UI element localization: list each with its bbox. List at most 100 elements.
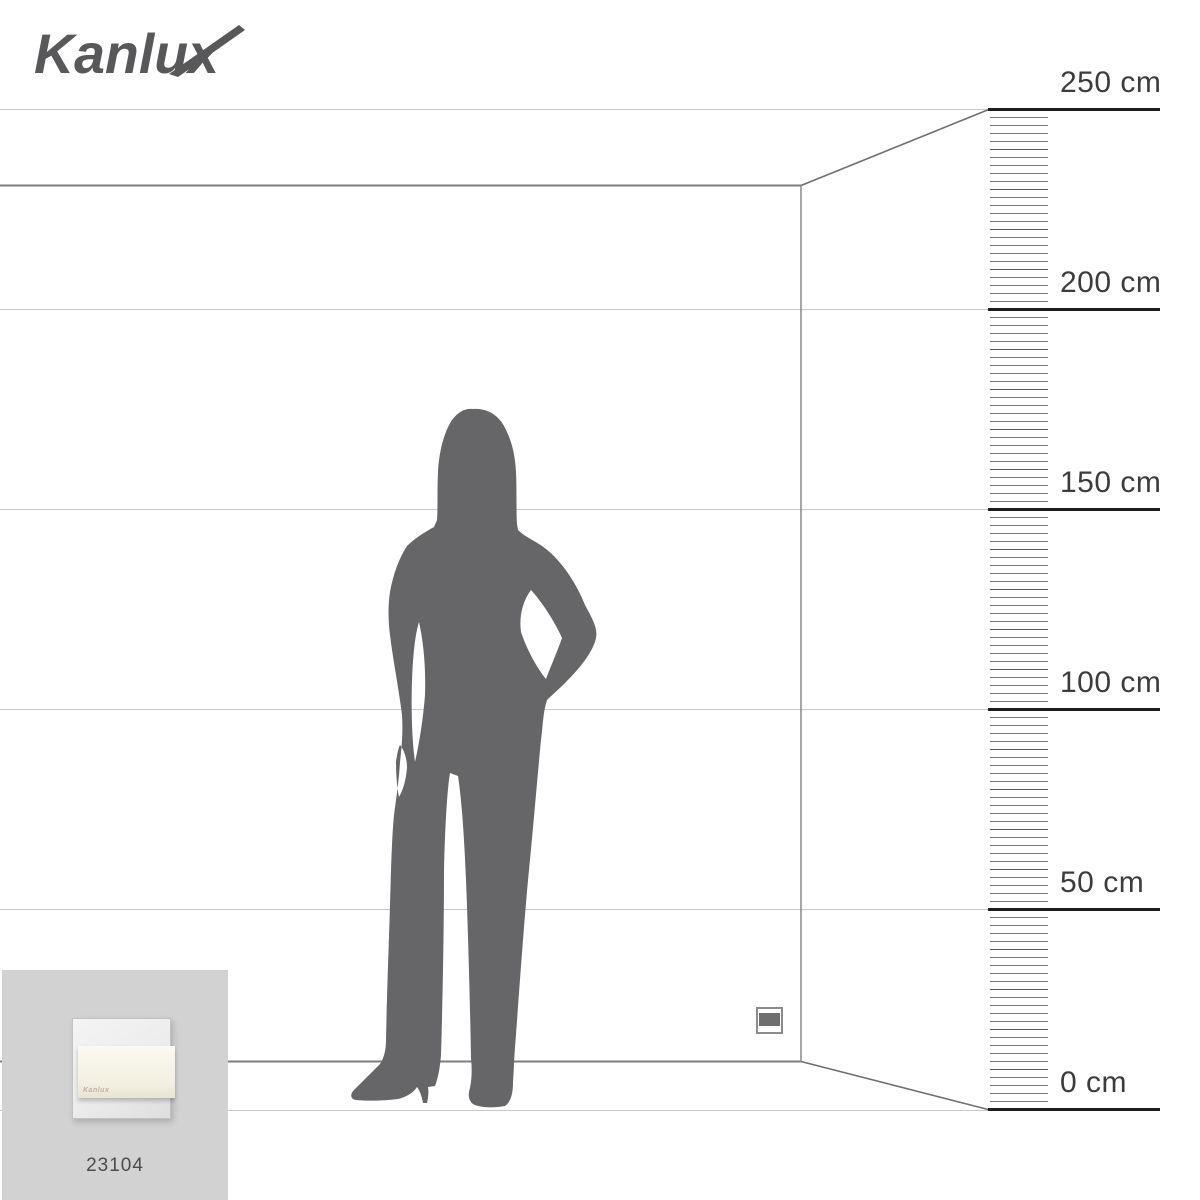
- ruler-tick: [990, 261, 1048, 262]
- mounted-step-light: [756, 1007, 783, 1034]
- ruler-tick: [990, 125, 1048, 126]
- perspective-line-bottom: [800, 1060, 991, 1111]
- ruler-tick: [990, 717, 1048, 718]
- ruler-tick: [990, 277, 1048, 278]
- ruler-tick: [990, 653, 1048, 654]
- ruler-tick: [990, 661, 1048, 662]
- ruler-tick: [990, 325, 1048, 326]
- ruler-label-150cm: 150 cm: [1060, 466, 1162, 499]
- ruler-tick: [990, 877, 1048, 878]
- kanlux-logo-swoosh: [169, 25, 245, 77]
- ruler-tick: [990, 725, 1048, 726]
- product-brand-mark: Kanlux: [83, 1087, 110, 1094]
- ruler-tick: [990, 421, 1048, 422]
- ruler-tick: [990, 565, 1048, 566]
- ruler-tick: [990, 1021, 1048, 1022]
- ruler-tick: [990, 733, 1048, 734]
- ruler-label-100cm: 100 cm: [1060, 666, 1162, 699]
- ruler-label-0cm: 0 cm: [1060, 1066, 1128, 1099]
- ruler-major-line-250cm: [988, 108, 1160, 111]
- ruler-tick: [990, 981, 1048, 982]
- ruler-tick: [990, 133, 1048, 134]
- ruler-major-line-150cm: [988, 508, 1160, 511]
- ruler-tick: [990, 221, 1048, 222]
- ruler-tick: [990, 301, 1048, 302]
- ruler-tick: [990, 485, 1048, 486]
- ruler-tick: [990, 1061, 1048, 1062]
- ruler-tick: [990, 965, 1048, 966]
- ruler-tick: [990, 501, 1048, 502]
- ruler-tick: [990, 997, 1048, 998]
- ruler-tick: [990, 1101, 1048, 1102]
- ruler-tick: [990, 757, 1048, 758]
- ruler-tick: [990, 853, 1048, 854]
- ruler-tick: [990, 1069, 1048, 1070]
- ruler-tick: [990, 613, 1048, 614]
- ruler-label-50cm: 50 cm: [1060, 866, 1145, 899]
- ruler-tick: [990, 117, 1048, 118]
- ruler-tick: [990, 749, 1048, 750]
- wall-line-0cm: [0, 1110, 990, 1111]
- ruler-tick: [990, 405, 1048, 406]
- kanlux-logo-text: Kanlux: [34, 22, 222, 82]
- ruler-tick: [990, 157, 1048, 158]
- ruler-tick: [990, 389, 1048, 390]
- ruler-tick: [990, 445, 1048, 446]
- ruler-tick: [990, 573, 1048, 574]
- ruler-tick: [990, 781, 1048, 782]
- ruler-tick: [990, 437, 1048, 438]
- ruler-tick: [990, 685, 1048, 686]
- ruler-tick: [990, 477, 1048, 478]
- ruler-tick: [990, 205, 1048, 206]
- ruler-tick: [990, 181, 1048, 182]
- mounted-step-light-band: [759, 1013, 780, 1026]
- ruler-tick: [990, 357, 1048, 358]
- ruler-tick: [990, 317, 1048, 318]
- ruler-tick: [990, 173, 1048, 174]
- ruler-tick: [990, 957, 1048, 958]
- product-card: Kanlux 23104: [2, 970, 228, 1200]
- ruler-tick: [990, 829, 1048, 830]
- ruler-tick: [990, 269, 1048, 270]
- ruler-tick: [990, 669, 1048, 670]
- product-photo: Kanlux: [72, 1018, 175, 1119]
- ruler-tick: [990, 245, 1048, 246]
- ruler-tick: [990, 773, 1048, 774]
- ruler-tick: [990, 1029, 1048, 1030]
- ruler-tick: [990, 341, 1048, 342]
- ruler-tick: [990, 141, 1048, 142]
- ruler-tick: [990, 805, 1048, 806]
- ruler-major-line-50cm: [988, 908, 1160, 911]
- ruler-tick: [990, 253, 1048, 254]
- ruler-tick: [990, 677, 1048, 678]
- ruler-tick: [990, 925, 1048, 926]
- ruler-tick: [990, 229, 1048, 230]
- ruler-tick: [990, 1053, 1048, 1054]
- ruler-tick: [990, 1077, 1048, 1078]
- ruler-tick: [990, 453, 1048, 454]
- product-code: 23104: [86, 1155, 144, 1176]
- ruler-tick: [990, 813, 1048, 814]
- ruler-tick: [990, 373, 1048, 374]
- kanlux-logo: Kanlux: [34, 22, 274, 82]
- ruler-tick: [990, 237, 1048, 238]
- ruler-tick: [990, 149, 1048, 150]
- ruler-tick: [990, 605, 1048, 606]
- ruler-tick: [990, 549, 1048, 550]
- ruler-tick: [990, 493, 1048, 494]
- ruler-tick: [990, 629, 1048, 630]
- ruler-tick: [990, 461, 1048, 462]
- ruler-tick: [990, 429, 1048, 430]
- ruler-tick: [990, 1013, 1048, 1014]
- ruler-tick: [990, 637, 1048, 638]
- ruler-tick: [990, 285, 1048, 286]
- ruler-tick: [990, 1045, 1048, 1046]
- ruler-tick: [990, 989, 1048, 990]
- ruler-label-200cm: 200 cm: [1060, 266, 1162, 299]
- ruler-tick: [990, 525, 1048, 526]
- ruler-tick: [990, 765, 1048, 766]
- ruler-tick: [990, 333, 1048, 334]
